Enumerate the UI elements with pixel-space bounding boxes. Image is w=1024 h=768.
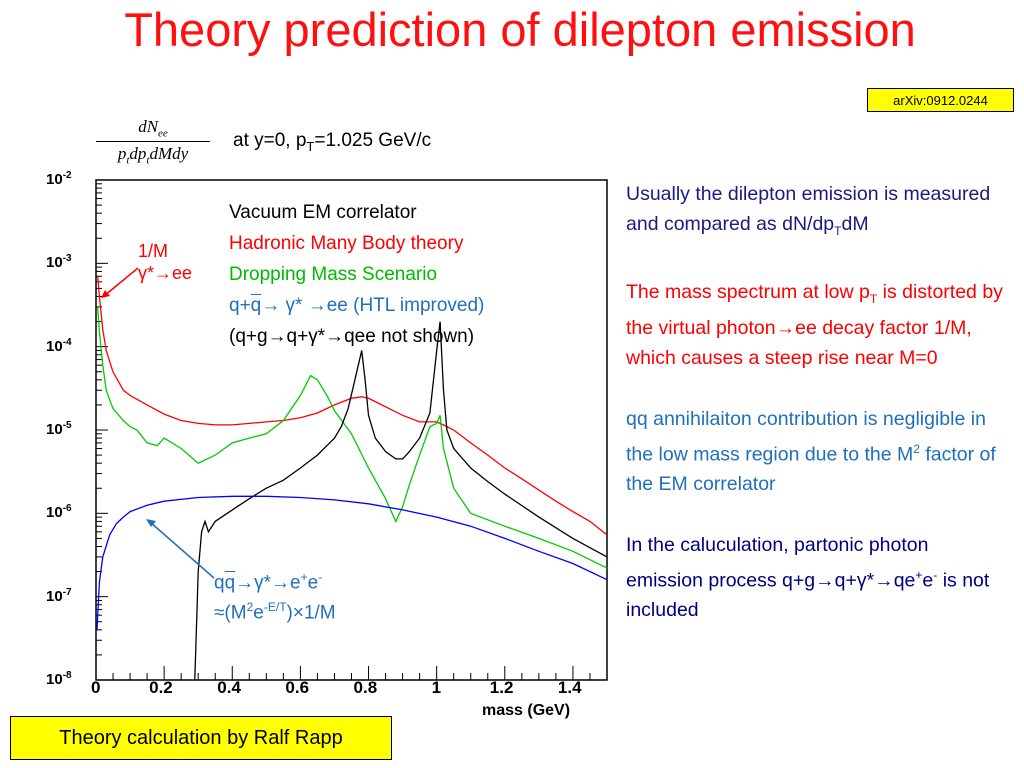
explanation-panel: Usually the dilepton emission is measure… — [626, 180, 1006, 625]
p4-c: is not included — [626, 569, 990, 621]
onem-line2: γ*→ee — [138, 263, 193, 283]
onem-arrowhead — [101, 290, 110, 298]
p2-b: is distorted by the virtual photon→ee de… — [626, 280, 1003, 369]
qqbar-a: q — [214, 572, 225, 594]
explanation-p3: qq annihilaiton contribution is negligib… — [626, 405, 1006, 499]
y-tick-label: 10-8 — [46, 670, 72, 688]
series-line-0 — [97, 276, 608, 536]
x-tick-label: 0 — [91, 678, 101, 697]
series-line-3 — [96, 495, 608, 630]
p3-a: qq annihilaiton contribution is negligib… — [626, 408, 986, 466]
x-tick-label: 1 — [431, 678, 442, 697]
qqbar-b: q — [224, 572, 236, 594]
approx-c: )×1/M — [286, 602, 336, 624]
p1-a: Usually the dilepton emission is measure… — [626, 183, 991, 235]
page-title: Theory prediction of dilepton emission — [124, 3, 916, 56]
legend-qq-b: q — [250, 295, 262, 316]
legend-hadronic: Hadronic Many Body theory — [229, 233, 464, 254]
onem-arrow — [103, 267, 139, 297]
x-tick-label: 0.4 — [217, 678, 241, 697]
formula-den-sub1: t — [126, 154, 130, 167]
legend-qg: (q+g→q+γ*→qee not shown) — [229, 326, 475, 347]
x-tick-label: 1.2 — [489, 678, 514, 697]
condition-post: =1.025 GeV/c — [314, 130, 432, 151]
legend-vacuum: Vacuum EM correlator — [229, 202, 417, 223]
y-tick-label: 10-3 — [46, 253, 72, 272]
approx-sup2: -E/T — [263, 600, 287, 615]
qqbar-note: qq→γ*→e+e- ≈(M2e-E/T)×1/M — [214, 565, 336, 626]
y-tick-label: 10-6 — [46, 503, 72, 522]
p3-sup: 2 — [913, 441, 920, 456]
p4-a: In the caluculation, partonic photon emi… — [626, 534, 929, 592]
condition-pre: at y=0, p — [233, 130, 307, 151]
onem-line1: 1/M — [138, 241, 169, 261]
approx-b: e — [253, 602, 264, 624]
arxiv-reference: arXiv:0912.0244 — [867, 88, 1014, 112]
credit-badge: Theory calculation by Ralf Rapp — [10, 716, 392, 760]
x-tick-label: 0.8 — [353, 678, 378, 697]
explanation-p2: The mass spectrum at low pT is distorted… — [626, 278, 1006, 373]
y-tick-label: 10-2 — [46, 170, 72, 188]
formula-num-sub: ee — [158, 127, 168, 140]
p4-b: e — [922, 569, 934, 592]
formula-den-tail: dMdy — [149, 144, 189, 164]
legend: Vacuum EM correlator Hadronic Many Body … — [229, 197, 484, 352]
p1-b: dM — [841, 212, 869, 235]
p2-a: The mass spectrum at low p — [626, 280, 870, 303]
legend-qq: q+q→ γ* →ee (HTL improved) — [229, 290, 484, 321]
series-line-1 — [97, 306, 608, 569]
qqbar-sup2: - — [318, 570, 323, 584]
p4-sup1: + — [915, 567, 923, 582]
p1-sub: T — [834, 223, 842, 238]
formula-numerator: dN — [138, 117, 159, 136]
y-tick-label: 10-4 — [46, 336, 72, 355]
legend-qq-c: → γ* →ee (HTL improved) — [261, 295, 485, 316]
y-tick-label: 10-7 — [46, 586, 72, 605]
x-tick-label: 1.4 — [557, 678, 582, 697]
p4-sup2: - — [933, 567, 938, 582]
y-tick-label: 10-5 — [46, 420, 72, 438]
approx-a: ≈(M — [214, 602, 247, 624]
explanation-p4: In the caluculation, partonic photon emi… — [626, 531, 1006, 625]
approx-sup1: 2 — [246, 600, 254, 615]
series-line-2 — [194, 321, 608, 681]
qqbar-arrow — [149, 521, 215, 579]
qqbar-arrowhead — [146, 519, 156, 527]
qqbar-c: →γ*→e — [235, 572, 301, 594]
x-tick-label: 0.6 — [285, 678, 310, 697]
qqbar-d: e — [307, 572, 319, 594]
onem-note: 1/M γ*→ee — [138, 240, 192, 284]
x-tick-label: 0.2 — [149, 678, 173, 697]
formula-den-p: p — [117, 144, 127, 164]
condition-sub: T — [306, 138, 315, 154]
series-curves — [96, 276, 608, 681]
formula-den-mid: dp — [129, 144, 147, 164]
p2-sub: T — [869, 291, 878, 306]
qqbar-sup1: + — [300, 570, 308, 584]
legend-qq-a: q+ — [229, 295, 251, 316]
explanation-p1: Usually the dilepton emission is measure… — [626, 180, 1006, 246]
y-axis-formula: dNee ptdptdMdy — [96, 117, 210, 167]
kinematic-condition: at y=0, pT=1.025 GeV/c — [233, 130, 431, 154]
legend-dropping: Dropping Mass Scenario — [229, 264, 438, 285]
p3-b: factor of the EM correlator — [626, 443, 996, 495]
x-axis-label: mass (GeV) — [482, 702, 571, 719]
formula-den-sub2: t — [146, 154, 150, 167]
